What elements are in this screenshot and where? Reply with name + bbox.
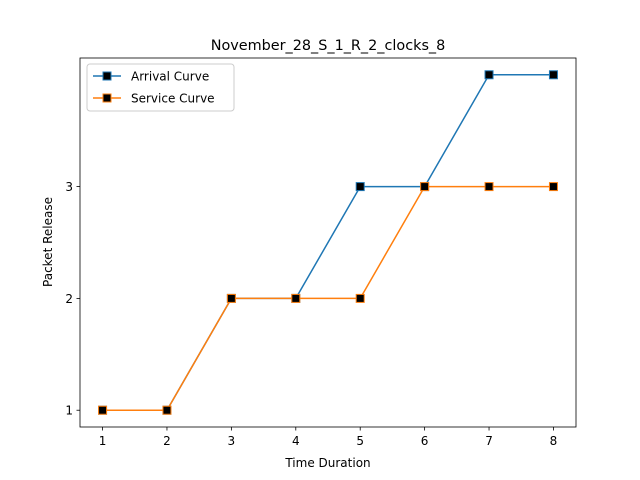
series-2-point bbox=[99, 406, 107, 414]
series-2-point bbox=[549, 183, 557, 191]
y-tick-label: 2 bbox=[65, 292, 73, 306]
x-tick-label: 8 bbox=[550, 434, 558, 448]
y-tick-label: 1 bbox=[65, 404, 73, 418]
series-2-point bbox=[356, 294, 364, 302]
x-tick-label: 2 bbox=[163, 434, 171, 448]
y-tick-label: 3 bbox=[65, 180, 73, 194]
legend-label: Arrival Curve bbox=[131, 70, 209, 84]
series-2-point bbox=[227, 294, 235, 302]
legend: Arrival Curve Service Curve bbox=[87, 64, 234, 111]
legend-label: Service Curve bbox=[131, 92, 215, 106]
x-tick-label: 1 bbox=[99, 434, 107, 448]
series-2-point bbox=[421, 183, 429, 191]
chart-title: November_28_S_1_R_2_clocks_8 bbox=[211, 38, 446, 54]
series-1-point bbox=[485, 71, 493, 79]
x-tick-label: 3 bbox=[228, 434, 236, 448]
y-axis-label: Packet Release bbox=[41, 197, 55, 287]
series-1-point bbox=[356, 183, 364, 191]
series-2-point bbox=[292, 294, 300, 302]
x-tick-label: 5 bbox=[356, 434, 364, 448]
series-2-point bbox=[163, 406, 171, 414]
series-2-point bbox=[485, 183, 493, 191]
x-tick-label: 4 bbox=[292, 434, 300, 448]
x-tick-label: 7 bbox=[485, 434, 493, 448]
legend-marker bbox=[103, 72, 111, 80]
x-axis-label: Time Duration bbox=[284, 456, 370, 470]
series-1-point bbox=[549, 71, 557, 79]
legend-marker bbox=[103, 94, 111, 102]
x-tick-label: 6 bbox=[421, 434, 429, 448]
